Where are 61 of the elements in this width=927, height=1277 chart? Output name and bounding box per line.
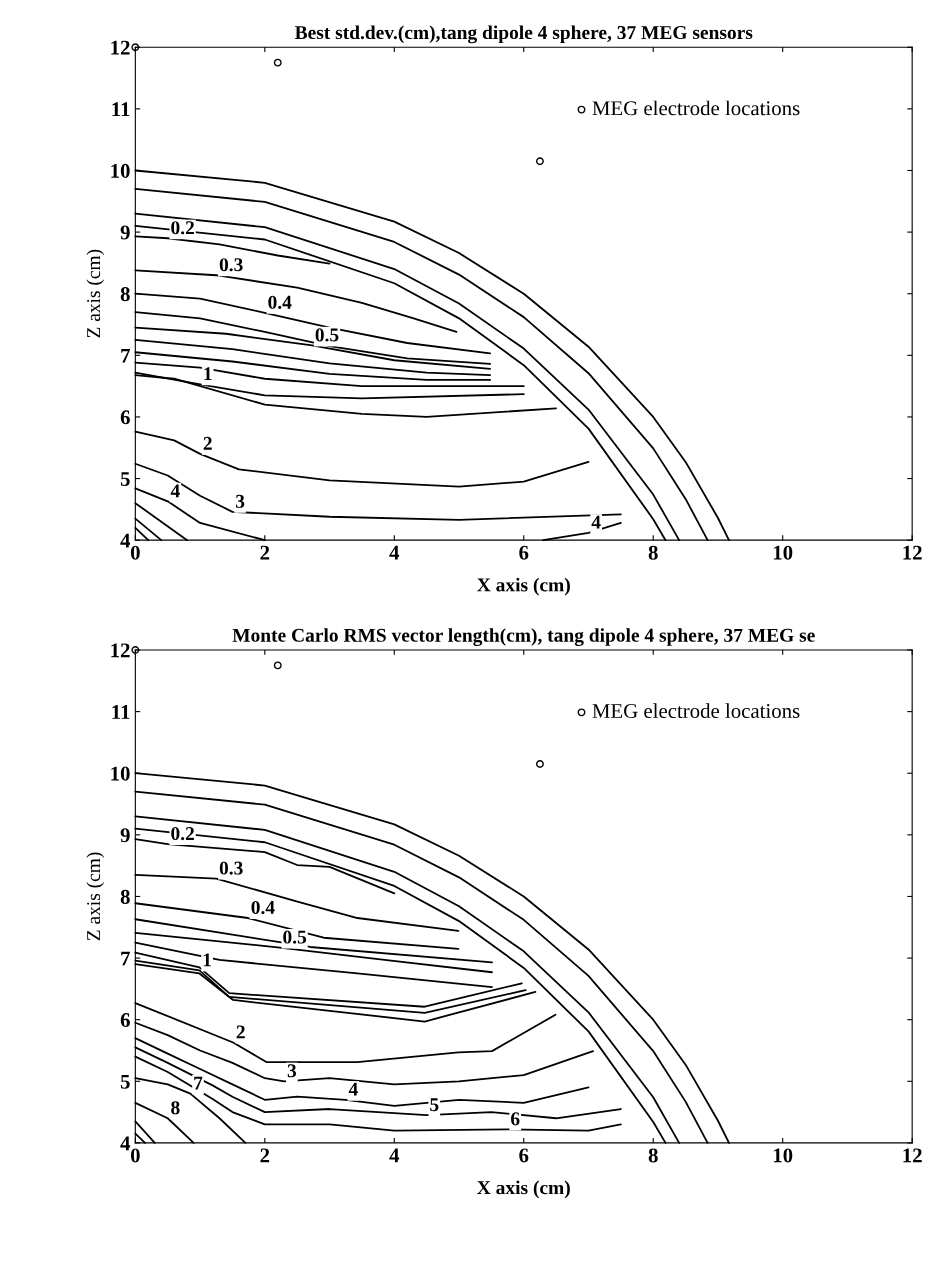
y-tick-label: 8 bbox=[120, 889, 130, 904]
annotation: 0.4 bbox=[251, 900, 275, 915]
y-tick-label: 10 bbox=[111, 766, 130, 781]
x-tick-label: 8 bbox=[648, 545, 658, 560]
x-tick-label: 2 bbox=[260, 545, 270, 560]
annotation: 1 bbox=[204, 367, 212, 381]
annotation: 0.4 bbox=[268, 295, 292, 309]
x-tick-label: 0 bbox=[130, 1148, 140, 1163]
x-tick-label: 6 bbox=[519, 1148, 529, 1163]
y-axis-title: Z axis (cm) bbox=[86, 852, 105, 941]
x-tick-label: 4 bbox=[389, 545, 400, 560]
annotation: 0.2 bbox=[171, 826, 194, 841]
y-tick-label: 12 bbox=[111, 40, 130, 55]
annotation: 8 bbox=[171, 1101, 180, 1115]
chart-title: Monte Carlo RMS vector length(cm), tang dipole 4 sphere, 37 MEG se bbox=[232, 628, 815, 646]
annotation: 0.3 bbox=[219, 861, 243, 875]
x-tick-label: 6 bbox=[519, 545, 529, 560]
y-tick-label: 9 bbox=[120, 828, 130, 843]
annotation: 5 bbox=[430, 1098, 439, 1112]
x-tick-label: 10 bbox=[773, 545, 793, 560]
x-tick-label: 0 bbox=[130, 545, 140, 560]
y-tick-label: 6 bbox=[120, 1013, 130, 1028]
y-tick-label: 4 bbox=[120, 1136, 131, 1151]
annotation: 4 bbox=[348, 1082, 358, 1096]
annotation: 1 bbox=[203, 953, 211, 967]
y-tick-label: 11 bbox=[112, 102, 130, 117]
annotation: 6 bbox=[511, 1112, 520, 1126]
y-tick-label: 10 bbox=[111, 163, 130, 178]
annotation: 0.2 bbox=[171, 221, 194, 235]
y-tick-label: 7 bbox=[121, 951, 130, 966]
chart-title: Best std.dev.(cm),tang dipole 4 sphere, 37 MEG sensors bbox=[294, 25, 753, 44]
y-tick-label: 5 bbox=[120, 1074, 130, 1089]
y-tick-label: 7 bbox=[121, 348, 130, 363]
y-tick-label: 8 bbox=[120, 287, 130, 302]
annotation: 2 bbox=[203, 436, 212, 450]
y-tick-label: 6 bbox=[120, 410, 130, 425]
y-tick-label: 9 bbox=[120, 225, 130, 240]
legend-label: MEG electrode locations bbox=[592, 100, 800, 116]
annotation: 7 bbox=[194, 1076, 203, 1090]
annotation: 0.3 bbox=[219, 258, 243, 272]
y-tick-label: 12 bbox=[111, 643, 130, 658]
y-tick-label: 5 bbox=[120, 472, 130, 486]
x-tick-label: 12 bbox=[903, 545, 922, 560]
x-tick-label: 2 bbox=[260, 1148, 270, 1163]
annotation: 3 bbox=[287, 1064, 297, 1078]
y-tick-label: 4 bbox=[120, 533, 131, 548]
x-tick-label: 12 bbox=[903, 1148, 922, 1163]
legend-label: MEG electrode locations bbox=[592, 703, 800, 719]
x-tick-label: 8 bbox=[648, 1148, 658, 1163]
x-axis-title: X axis (cm) bbox=[477, 1180, 570, 1199]
annotation: 4 bbox=[170, 484, 180, 498]
y-axis-title: Z axis (cm) bbox=[86, 249, 105, 338]
x-tick-label: 10 bbox=[773, 1148, 793, 1163]
annotation: 4 bbox=[591, 515, 601, 529]
annotation: 2 bbox=[236, 1025, 245, 1039]
annotation: 3 bbox=[235, 494, 245, 508]
x-axis-title: X axis (cm) bbox=[477, 577, 570, 596]
annotation: 0.5 bbox=[315, 328, 339, 342]
annotation: 0.5 bbox=[283, 930, 307, 944]
x-tick-label: 4 bbox=[389, 1148, 400, 1163]
y-tick-label: 11 bbox=[112, 705, 130, 719]
